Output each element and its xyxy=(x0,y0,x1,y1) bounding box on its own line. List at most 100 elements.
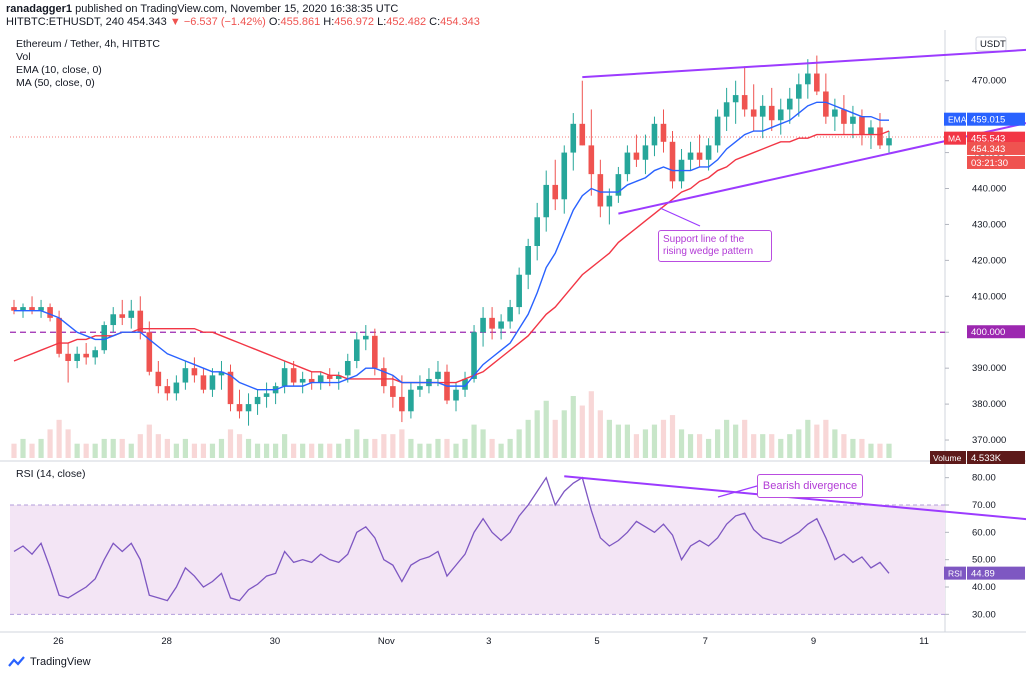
volume-bar xyxy=(128,443,134,458)
volume-badge-label: Volume xyxy=(933,453,962,463)
volume-bar xyxy=(74,443,80,458)
candle-body xyxy=(750,109,757,117)
candle-body xyxy=(471,332,477,379)
candle-body xyxy=(11,307,17,311)
candle-body xyxy=(299,378,306,383)
rsi-badge-label: RSI xyxy=(948,569,962,579)
volume-bar xyxy=(751,434,757,458)
candle-body xyxy=(516,274,522,308)
volume-bar xyxy=(769,434,775,458)
legend-ema[interactable]: EMA (10, close, 0) xyxy=(16,64,102,76)
candle-body xyxy=(841,109,847,124)
candle-body xyxy=(552,184,559,200)
countdown-badge-bg xyxy=(967,155,1025,169)
volume-bar xyxy=(796,429,802,458)
price-tick-label: 390.000 xyxy=(972,363,1006,374)
down-arrow-icon: ▼ xyxy=(169,16,181,28)
price-change: −6.537 (−1.42%) xyxy=(183,16,266,28)
candle-body xyxy=(344,360,351,376)
volume-bar xyxy=(254,443,261,458)
volume-bar xyxy=(399,429,405,458)
volume-bar xyxy=(859,438,865,458)
volume-bar xyxy=(227,429,234,458)
legend-rsi[interactable]: RSI (14, close) xyxy=(16,468,86,480)
candle-body xyxy=(543,184,550,218)
candle-body xyxy=(227,371,234,405)
volume-bar xyxy=(173,443,179,458)
legend-vol[interactable]: Vol xyxy=(16,51,31,63)
volume-bar xyxy=(390,434,396,458)
candle-body xyxy=(615,174,622,196)
volume-bar xyxy=(236,434,243,458)
ma-badge-value: 455.543 xyxy=(971,134,1005,145)
publisher-name[interactable]: ranadagger1 xyxy=(6,3,73,15)
candle-body xyxy=(480,317,486,333)
ma-badge-label: MA xyxy=(948,134,961,144)
volume-bar xyxy=(327,443,333,458)
legend-ma[interactable]: MA (50, close, 0) xyxy=(16,77,95,89)
candle-body xyxy=(353,339,360,361)
volume-bar xyxy=(597,410,603,458)
time-tick-label: 11 xyxy=(919,636,929,647)
candle-body xyxy=(83,353,89,358)
candle-body xyxy=(326,375,333,379)
price-tick-label: 410.000 xyxy=(972,291,1006,302)
volume-bar xyxy=(336,443,342,458)
candle-body xyxy=(768,105,775,121)
candle-body xyxy=(218,371,225,376)
time-tick-label: 3 xyxy=(486,636,491,647)
time-tick-label: 7 xyxy=(703,636,708,647)
volume-bar xyxy=(318,443,324,458)
publish-line: ranadagger1 published on TradingView.com… xyxy=(6,3,398,15)
candle-body xyxy=(561,152,568,200)
volume-bar xyxy=(444,438,450,458)
countdown-badge: 03:21:30 xyxy=(971,158,1008,169)
volume-bar xyxy=(543,400,549,458)
candle-body xyxy=(498,321,504,329)
candle-body xyxy=(137,310,144,333)
candle-body xyxy=(886,138,892,146)
support-line-callout[interactable]: Support line of the rising wedge pattern xyxy=(658,230,772,262)
volume-bar xyxy=(462,438,468,458)
publish-info: published on TradingView.com, November 1… xyxy=(75,3,399,15)
volume-bar xyxy=(570,395,576,458)
rsi-tick-label: 60.00 xyxy=(972,527,996,538)
volume-bar xyxy=(778,438,784,458)
wedge-upper-trendline xyxy=(582,48,1026,79)
candle-body xyxy=(687,152,694,160)
volume-badge-value: 4.533K xyxy=(971,453,1002,464)
volume-bar xyxy=(516,429,522,458)
volume-bar xyxy=(886,443,892,458)
footer-brand: TradingView xyxy=(8,656,91,668)
volume-bar xyxy=(38,438,44,458)
volume-bar xyxy=(742,419,748,458)
ohlc-line: HITBTC:ETHUSDT, 240 454.343 ▼ −6.537 (−1… xyxy=(6,16,480,28)
rsi-band xyxy=(10,505,945,615)
candle-body xyxy=(525,246,531,275)
volume-bar xyxy=(814,424,820,458)
volume-bar xyxy=(83,443,89,458)
legend-title[interactable]: Ethereum / Tether, 4h, HITBTC xyxy=(16,38,160,50)
bearish-divergence-callout[interactable]: Bearish divergence xyxy=(757,474,863,498)
rsi-tick-label: 30.00 xyxy=(972,609,996,620)
volume-bar xyxy=(209,443,216,458)
candle-body xyxy=(606,195,613,207)
volume-bar xyxy=(200,443,207,458)
candle-body xyxy=(669,141,676,182)
candle-body xyxy=(119,314,126,318)
candle-body xyxy=(47,307,53,318)
rsi-badge-label-bg xyxy=(944,566,966,580)
volume-bar xyxy=(489,438,495,458)
volume-bar xyxy=(155,434,161,458)
candle-body xyxy=(660,123,667,142)
currency-box xyxy=(975,36,1007,52)
candle-body xyxy=(507,307,513,322)
candle-body xyxy=(633,152,640,160)
candle-body xyxy=(200,375,207,390)
last-price-badge-bg xyxy=(967,141,1025,155)
volume-bar xyxy=(110,438,116,458)
candle-body xyxy=(290,368,297,383)
candle-body xyxy=(245,404,252,412)
candle-body xyxy=(56,317,62,354)
